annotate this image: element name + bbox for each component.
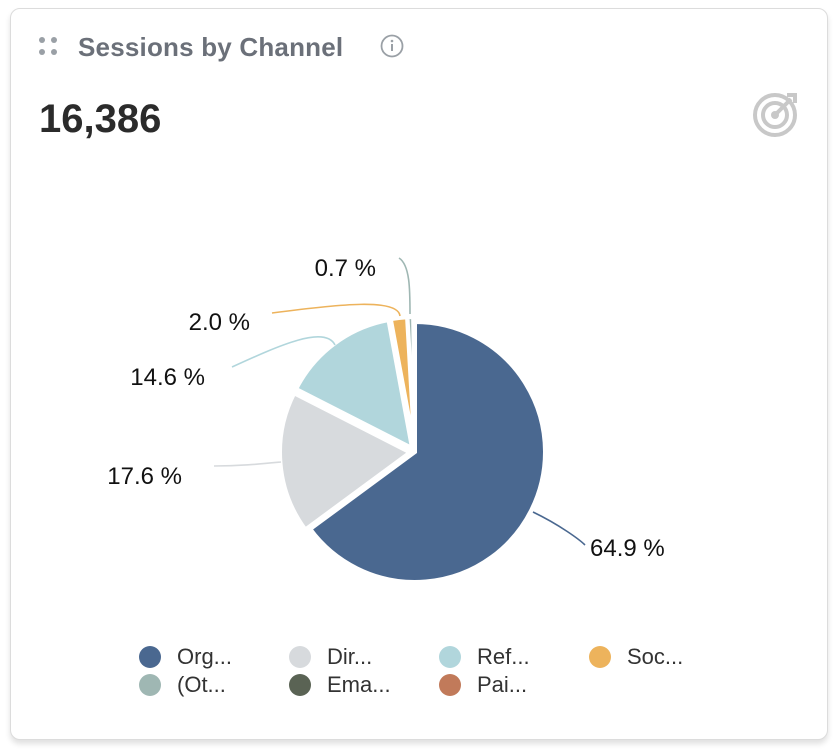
legend-swatch bbox=[289, 674, 311, 696]
legend-label: Dir... bbox=[327, 644, 373, 669]
pie-slice-1[interactable] bbox=[307, 319, 547, 584]
legend-swatch bbox=[289, 646, 311, 668]
slice-data-label: 14.6 % bbox=[130, 364, 205, 391]
legend-swatch bbox=[439, 646, 461, 668]
leader-line-4 bbox=[271, 303, 401, 317]
legend-item[interactable]: Soc... bbox=[589, 644, 683, 670]
slice-data-label: 0.7 % bbox=[315, 255, 376, 282]
widget-title: Sessions by Channel bbox=[78, 32, 344, 62]
slice-data-label: 17.6 % bbox=[107, 463, 182, 490]
legend-label: Ema... bbox=[327, 672, 391, 697]
legend-item[interactable]: Org... bbox=[139, 644, 232, 670]
legend-item[interactable]: Ema... bbox=[289, 672, 391, 698]
pie-slice-7[interactable] bbox=[412, 314, 417, 448]
legend-swatch bbox=[139, 646, 161, 668]
legend-label: Org... bbox=[177, 644, 233, 669]
legend-label: (Ot... bbox=[177, 672, 226, 697]
legend-label: Pai... bbox=[477, 672, 528, 697]
target-goal-icon[interactable] bbox=[751, 89, 801, 139]
leader-line-1 bbox=[532, 511, 586, 546]
legend-label: Ref... bbox=[477, 644, 530, 669]
legend-item[interactable]: Ref... bbox=[439, 644, 530, 670]
legend-swatch bbox=[439, 674, 461, 696]
drag-handle-icon[interactable] bbox=[39, 37, 61, 59]
legend-swatch bbox=[589, 646, 611, 668]
legend-item[interactable]: Dir... bbox=[289, 644, 372, 670]
slice-data-label: 64.9 % bbox=[590, 535, 665, 562]
leader-line-5 bbox=[398, 257, 411, 315]
legend-item[interactable]: Pai... bbox=[439, 672, 527, 698]
legend-swatch bbox=[139, 674, 161, 696]
sessions-by-channel-card: Sessions by Channel 16,386 bbox=[10, 8, 828, 740]
leader-line-2 bbox=[213, 461, 282, 467]
total-sessions-value: 16,386 bbox=[39, 97, 162, 141]
legend-label: Soc... bbox=[627, 644, 684, 669]
info-icon[interactable] bbox=[380, 34, 404, 58]
slice-data-label: 2.0 % bbox=[189, 309, 250, 336]
legend-item[interactable]: (Ot... bbox=[139, 672, 226, 698]
pie-slice-2[interactable] bbox=[278, 390, 414, 533]
leader-line-3 bbox=[231, 336, 336, 368]
